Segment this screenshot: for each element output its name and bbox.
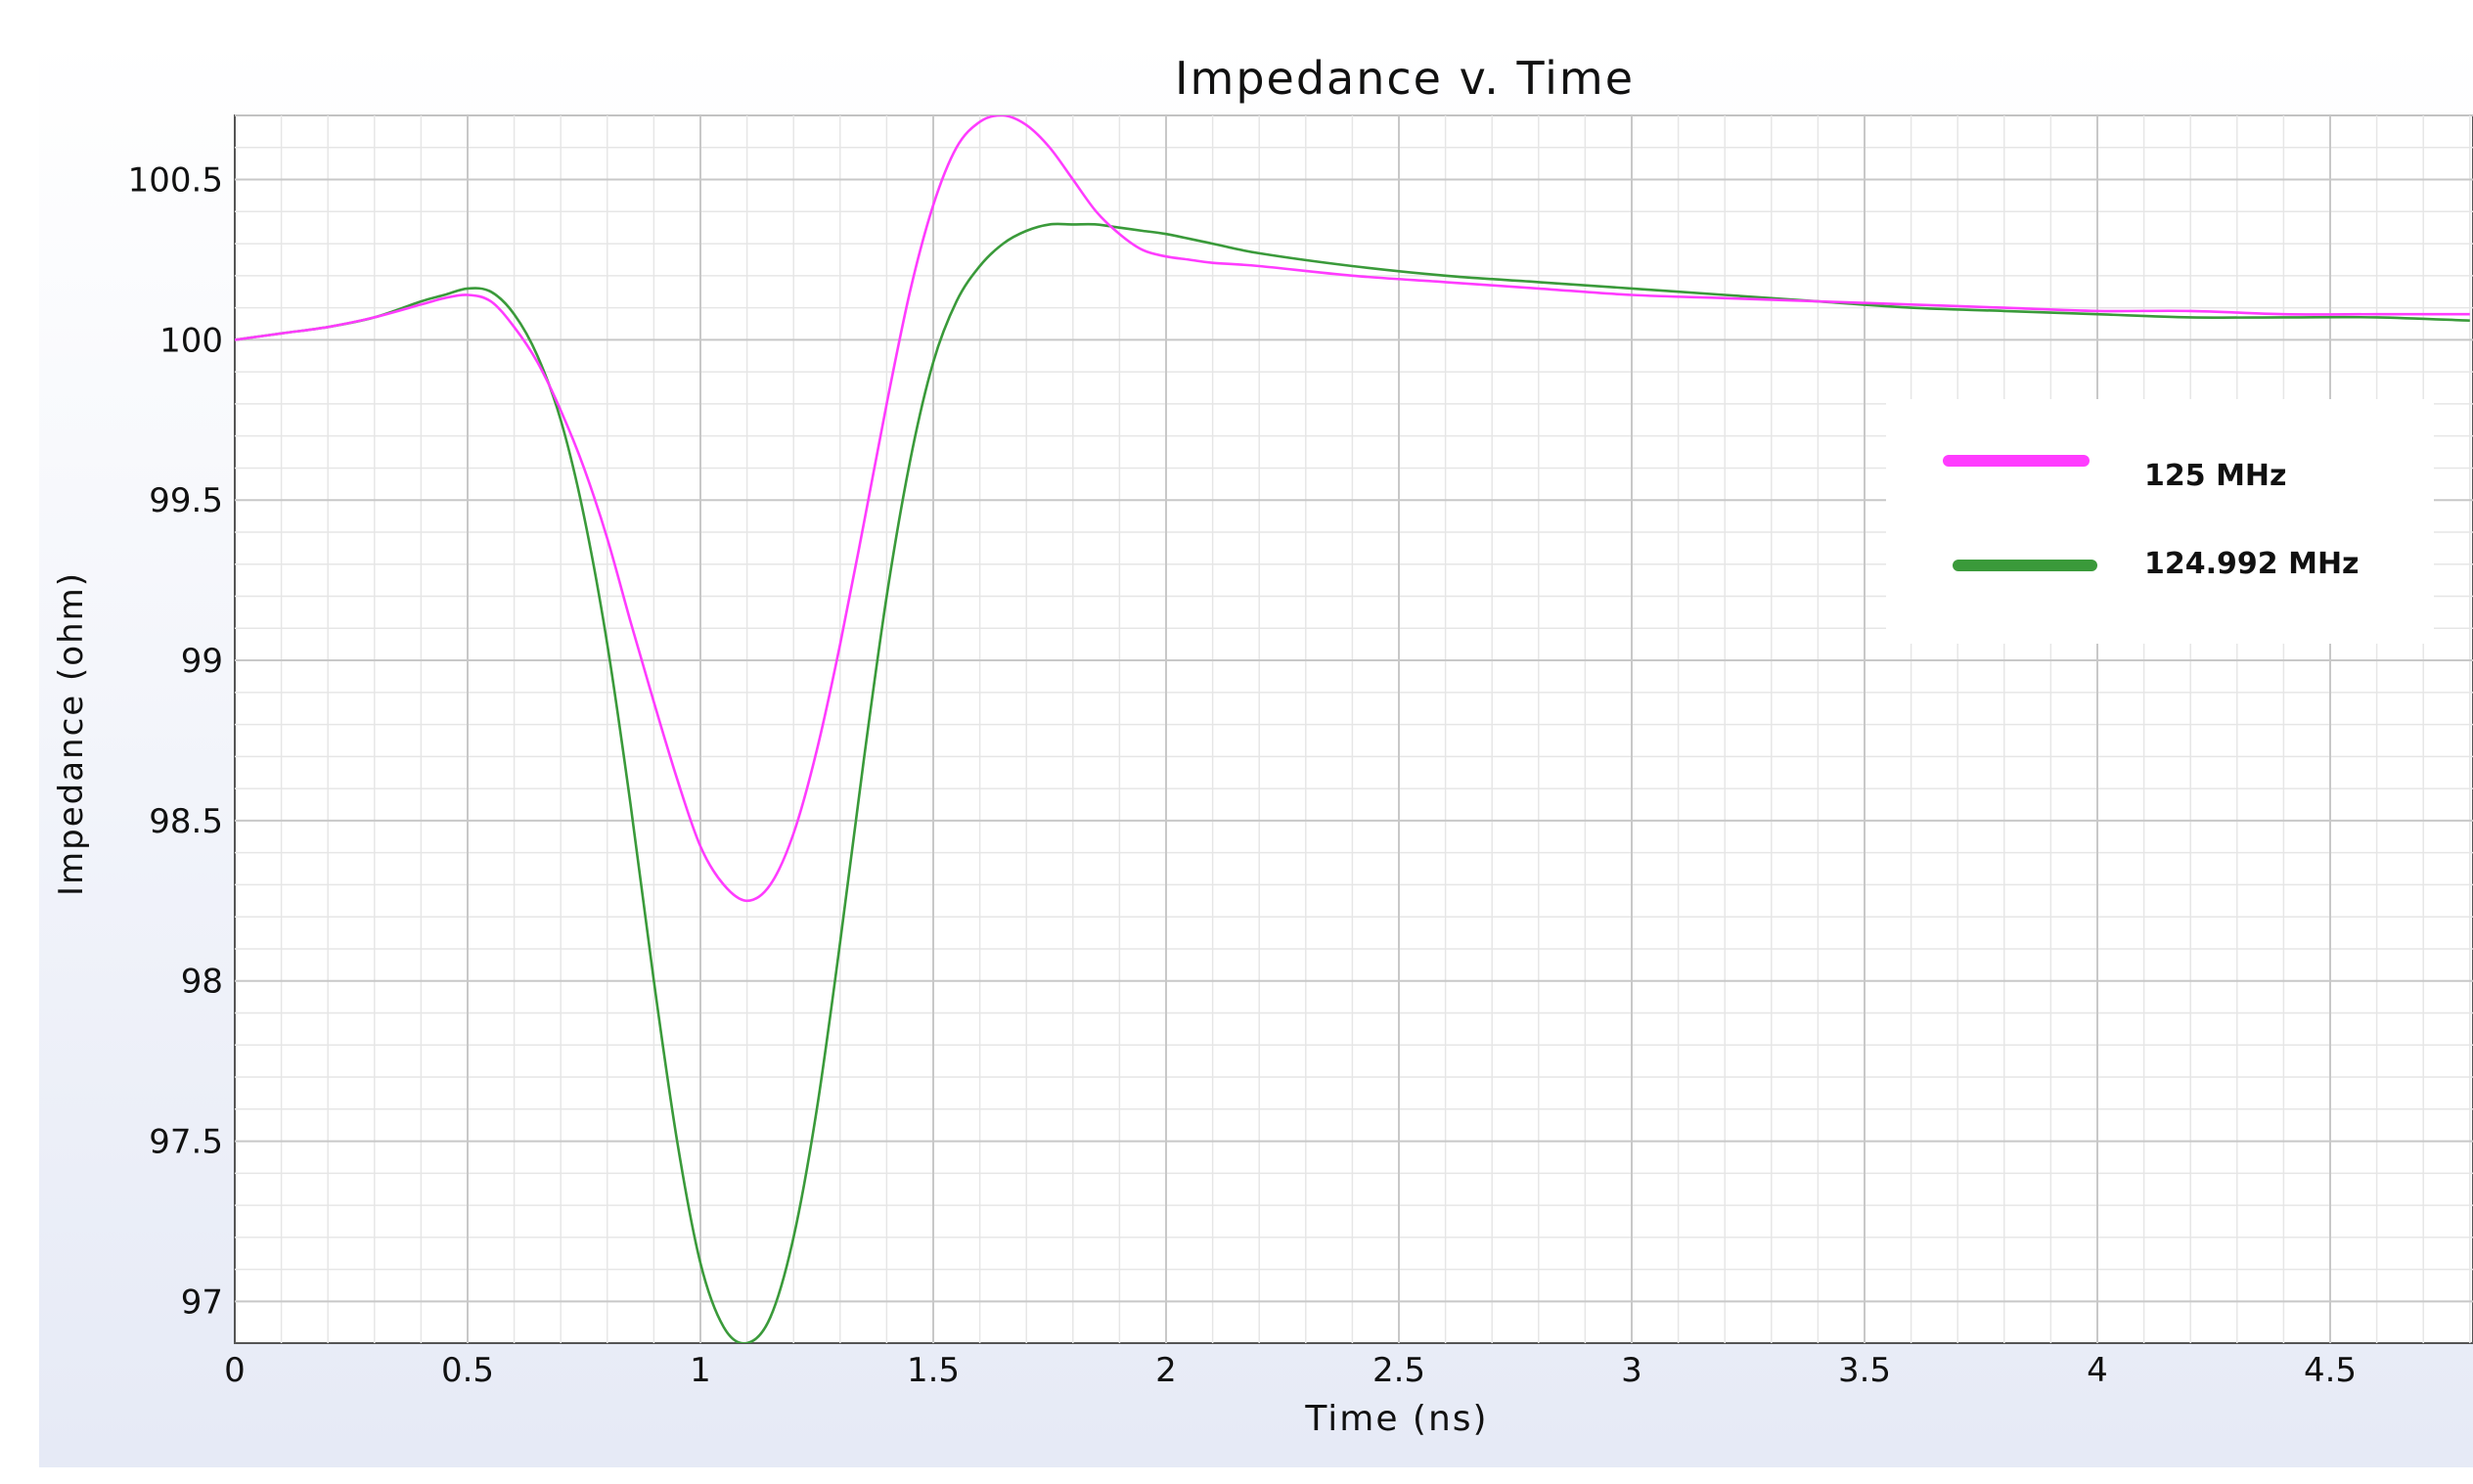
y-tick-label: 100.5 xyxy=(128,161,223,201)
x-tick-label: 0 xyxy=(224,1351,246,1390)
y-tick-label: 98 xyxy=(181,963,223,1002)
series-line-125-mhz xyxy=(235,115,2470,903)
plot-area xyxy=(234,114,2473,1344)
x-tick-label: 2 xyxy=(1155,1351,1177,1390)
x-tick-label: 3.5 xyxy=(1838,1351,1891,1390)
y-tick-label: 100 xyxy=(159,321,223,360)
legend-label-124-992-mhz: 124.992 MHz xyxy=(2144,547,2360,581)
x-tick-label: 1 xyxy=(690,1351,711,1390)
y-axis-label: Impedance (ohm) xyxy=(52,571,91,896)
y-tick-label: 98.5 xyxy=(149,802,223,841)
grid xyxy=(235,114,2473,1343)
y-tick-label: 99 xyxy=(181,642,223,681)
x-tick-label: 4.5 xyxy=(2304,1351,2357,1390)
x-axis-label: Time (ns) xyxy=(1304,1399,1488,1439)
y-tick-label: 97 xyxy=(181,1282,223,1322)
x-tick-label: 1.5 xyxy=(907,1351,960,1390)
x-tick-label: 4 xyxy=(2087,1351,2108,1390)
series-lines xyxy=(235,115,2470,1343)
x-tick-label: 2.5 xyxy=(1372,1351,1425,1390)
y-tick-label: 97.5 xyxy=(149,1123,223,1162)
legend: 125 MHz 124.992 MHz xyxy=(1886,399,2434,644)
series-line-124-992-mhz xyxy=(235,222,2470,1343)
legend-box xyxy=(1886,399,2434,644)
x-tick-label: 0.5 xyxy=(441,1351,494,1390)
x-tick-label: 3 xyxy=(1621,1351,1642,1390)
y-tick-labels: 97 97.5 98 98.5 99 99.5 100 100.5 xyxy=(128,161,223,1323)
chart-title: Impedance v. Time xyxy=(1175,52,1635,105)
y-tick-label: 99.5 xyxy=(149,481,223,520)
legend-label-125-mhz: 125 MHz xyxy=(2144,459,2287,493)
x-tick-labels: 0 0.5 1 1.5 2 2.5 3 3.5 4 4.5 xyxy=(224,1351,2357,1390)
